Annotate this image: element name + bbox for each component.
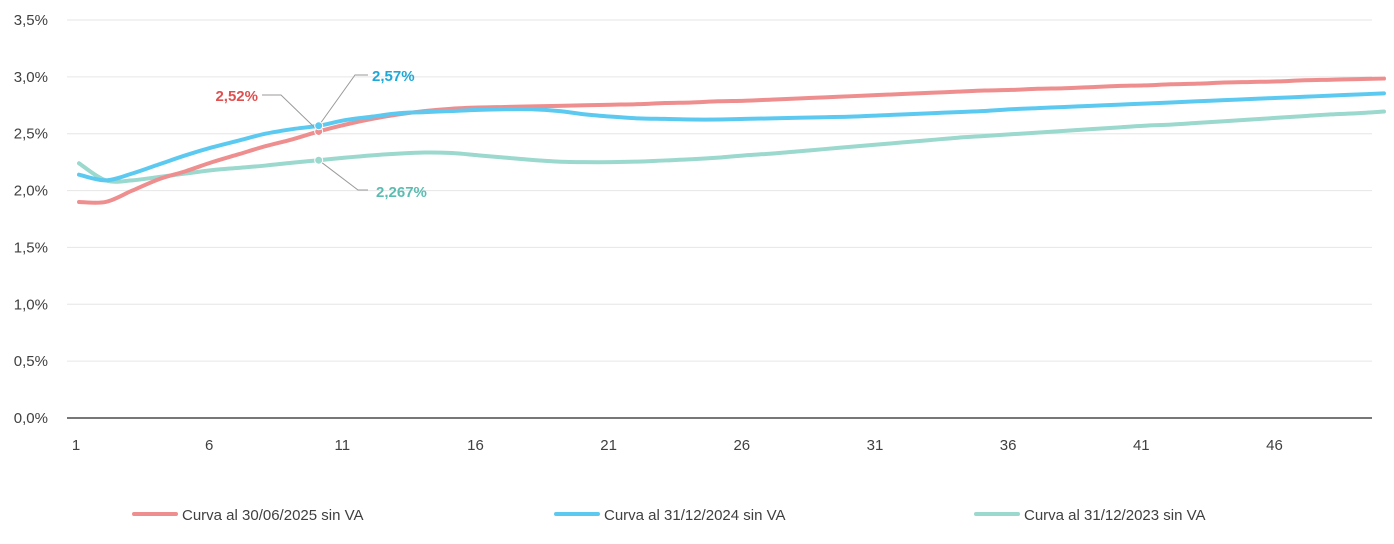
annotation-leader — [318, 159, 368, 191]
annotation-leader — [262, 94, 320, 132]
series-line — [77, 109, 1386, 184]
series-line — [77, 91, 1386, 183]
x-tick-label: 31 — [867, 437, 884, 454]
annotations: 2,52% 2,57% 2,267% — [215, 68, 426, 201]
gridlines — [67, 19, 1372, 362]
x-tick-label: 1 — [72, 437, 80, 454]
y-tick-label: 3,5% — [14, 12, 48, 29]
x-tick-label: 36 — [1000, 437, 1017, 454]
x-axis: 1 6 11 16 21 26 31 36 41 46 — [67, 417, 1372, 454]
x-tick-label: 16 — [467, 437, 484, 454]
data-label: 2,57% — [372, 68, 415, 85]
legend: Curva al 30/06/2025 sin VA Curva al 31/12… — [132, 507, 1206, 524]
data-label: 2,52% — [215, 88, 258, 105]
y-tick-label: 0,5% — [14, 353, 48, 370]
y-tick-label: 3,0% — [14, 69, 48, 86]
x-tick-label: 21 — [600, 437, 617, 454]
legend-label: Curva al 31/12/2024 sin VA — [604, 507, 786, 524]
y-tick-label: 1,5% — [14, 239, 48, 256]
annotation-point — [314, 155, 324, 165]
series-line — [77, 76, 1386, 205]
x-tick-label: 6 — [205, 437, 213, 454]
legend-label: Curva al 30/06/2025 sin VA — [182, 507, 364, 524]
y-axis: 0,0% 0,5% 1,0% 1,5% 2,0% 2,5% 3,0% 3,5% — [14, 12, 48, 427]
x-tick-label: 26 — [733, 437, 750, 454]
y-tick-label: 1,0% — [14, 296, 48, 313]
data-label: 2,267% — [376, 184, 427, 201]
series-lines — [77, 76, 1386, 205]
y-tick-label: 2,0% — [14, 183, 48, 200]
legend-label: Curva al 31/12/2023 sin VA — [1024, 507, 1206, 524]
x-tick-label: 41 — [1133, 437, 1150, 454]
annotation-leader — [318, 74, 368, 127]
annotation-point — [314, 121, 324, 131]
x-tick-label: 46 — [1266, 437, 1283, 454]
y-tick-label: 2,5% — [14, 126, 48, 143]
x-tick-label: 11 — [335, 437, 351, 454]
y-tick-label: 0,0% — [14, 410, 48, 427]
